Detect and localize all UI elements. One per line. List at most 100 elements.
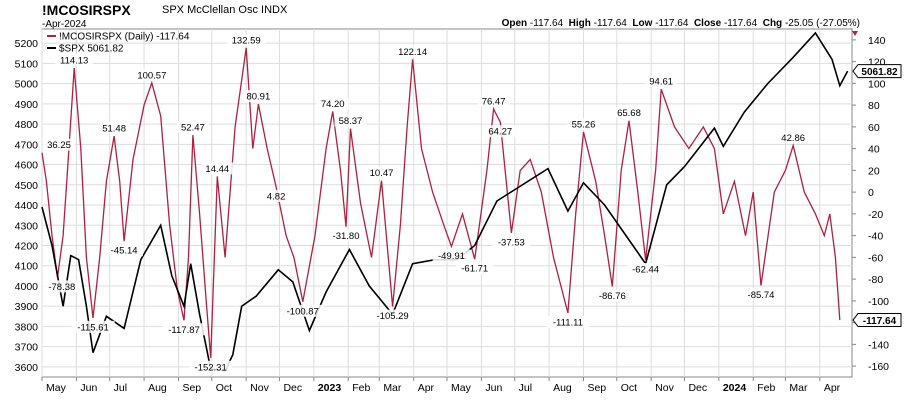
right-tick-label: 100 — [868, 78, 886, 90]
left-tick-label: 4500 — [15, 180, 39, 192]
symbol-description: SPX McClellan Osc INDX — [162, 4, 288, 16]
open-label: Open — [501, 18, 528, 29]
data-label-bg — [242, 90, 275, 103]
x-tick-label: Mar — [383, 382, 402, 394]
data-label-bg — [133, 68, 171, 81]
x-tick-label: Nov — [655, 382, 674, 394]
x-tick-label: May — [46, 382, 67, 394]
scale-indicator-triangle — [852, 31, 858, 36]
osc-last-value-box — [852, 313, 902, 328]
data-label: 36.25 — [47, 140, 71, 151]
data-label: -49.91 — [438, 251, 465, 262]
left-tick-label: 5000 — [15, 79, 39, 91]
x-tick-label: Dec — [688, 382, 707, 394]
last-value-markers: 5061.82 -117.64 — [852, 31, 902, 328]
x-tick-label: Jun — [485, 382, 502, 394]
x-tick-label: 2023 — [318, 382, 342, 394]
left-tick-label: 3700 — [15, 342, 39, 354]
x-tick-label: Mar — [789, 382, 808, 394]
data-label-bg — [189, 360, 233, 373]
x-tick-label: Dec — [283, 382, 302, 394]
date-label: -Apr-2024 — [42, 19, 87, 30]
open-value: -117.64 — [529, 18, 564, 29]
data-label-bg — [567, 118, 600, 131]
data-label: 80.91 — [246, 92, 270, 103]
data-label-bg — [593, 289, 632, 302]
right-axis-ticks: 140120100806040200-20-40-60-80-100-120-1… — [852, 35, 889, 373]
legend: !MCOSIRSPX (Daily) -117.64$SPX 5061.82 — [47, 32, 190, 55]
data-label: 100.57 — [137, 70, 166, 81]
data-label-bg — [626, 263, 665, 276]
data-label-bg — [281, 304, 325, 317]
right-tick-label: -100 — [868, 296, 889, 308]
right-tick-label: 60 — [868, 122, 880, 134]
data-label-bg — [612, 106, 645, 119]
close-value: -117.64 — [723, 18, 758, 29]
data-label: 65.68 — [617, 108, 641, 119]
left-tick-label: 4100 — [15, 261, 39, 273]
left-tick-label: 4300 — [15, 220, 39, 232]
x-tick-label: Feb — [352, 382, 370, 394]
right-tick-label: -160 — [868, 361, 889, 373]
data-label-bg — [365, 166, 398, 179]
data-label-bg — [455, 262, 494, 275]
spx-last-value-box — [852, 64, 902, 79]
x-axis-ticks: May Jun Jul Aug Sep Oct Nov Dec 2023 Feb Mar Apr May… — [41, 377, 841, 394]
data-label-bg — [176, 121, 209, 134]
data-label: 42.86 — [781, 133, 805, 144]
spx-last-value-text: 5061.82 — [861, 67, 898, 78]
data-label: 10.47 — [370, 168, 394, 179]
data-label: -117.87 — [168, 325, 200, 336]
symbol-title: !MCOSIRSPX — [42, 2, 131, 18]
data-label: 94.61 — [649, 77, 673, 88]
data-label-bg — [162, 323, 206, 336]
x-tick-label: Sep — [182, 382, 201, 394]
data-label-bg — [492, 235, 531, 248]
left-tick-label: 4400 — [15, 200, 39, 212]
data-label: 14.44 — [205, 164, 229, 175]
data-label: 52.47 — [181, 123, 205, 134]
x-tick-label: Nov — [250, 382, 269, 394]
x-tick-label: Jul — [114, 382, 127, 394]
high-value: -117.64 — [593, 18, 627, 29]
data-label: 64.27 — [488, 127, 512, 138]
data-label: -105.29 — [377, 311, 409, 322]
ohlc-readout: Open -117.64 High -117.64 Low -117.64 Cl… — [502, 18, 860, 29]
data-label-bg — [371, 309, 415, 322]
x-tick-label: Oct — [621, 382, 637, 394]
left-tick-label: 4200 — [15, 240, 39, 252]
left-tick-label: 4000 — [15, 281, 39, 293]
high-label: High — [568, 18, 591, 29]
right-tick-label: 40 — [868, 144, 880, 156]
x-tick-label: Jun — [80, 382, 97, 394]
data-label-bg — [484, 125, 517, 138]
x-tick-label: Apr — [824, 382, 841, 394]
x-tick-label: Jul — [519, 382, 532, 394]
data-label: -31.80 — [333, 231, 360, 242]
data-label: -78.38 — [48, 282, 75, 293]
x-tick-label: Aug — [553, 382, 572, 394]
left-tick-label: 5100 — [15, 58, 39, 70]
data-label-bg — [71, 320, 115, 333]
left-tick-label: 4800 — [15, 119, 39, 131]
data-label-bg — [645, 75, 678, 88]
data-label-bg — [262, 189, 290, 202]
left-tick-label: 4700 — [15, 139, 39, 151]
right-tick-label: -20 — [868, 209, 883, 221]
data-label: 132.59 — [232, 35, 261, 46]
left-tick-label: 5200 — [15, 38, 39, 50]
data-label-bg — [43, 280, 81, 293]
data-label: 74.20 — [321, 99, 345, 110]
data-label-bg — [334, 114, 367, 127]
data-label: -61.71 — [461, 264, 488, 275]
data-label: -100.87 — [287, 306, 319, 317]
data-label-bg — [316, 97, 349, 110]
data-label-bg — [43, 138, 75, 151]
oscillator-data-labels: 36.25 -78.38 114.13 -115.61 51.48 -45.14 100.5… — [43, 33, 810, 373]
right-tick-label: 140 — [868, 35, 886, 47]
low-value: -117.64 — [655, 18, 689, 29]
data-label: 51.48 — [102, 124, 126, 135]
right-tick-label: 0 — [868, 187, 874, 199]
